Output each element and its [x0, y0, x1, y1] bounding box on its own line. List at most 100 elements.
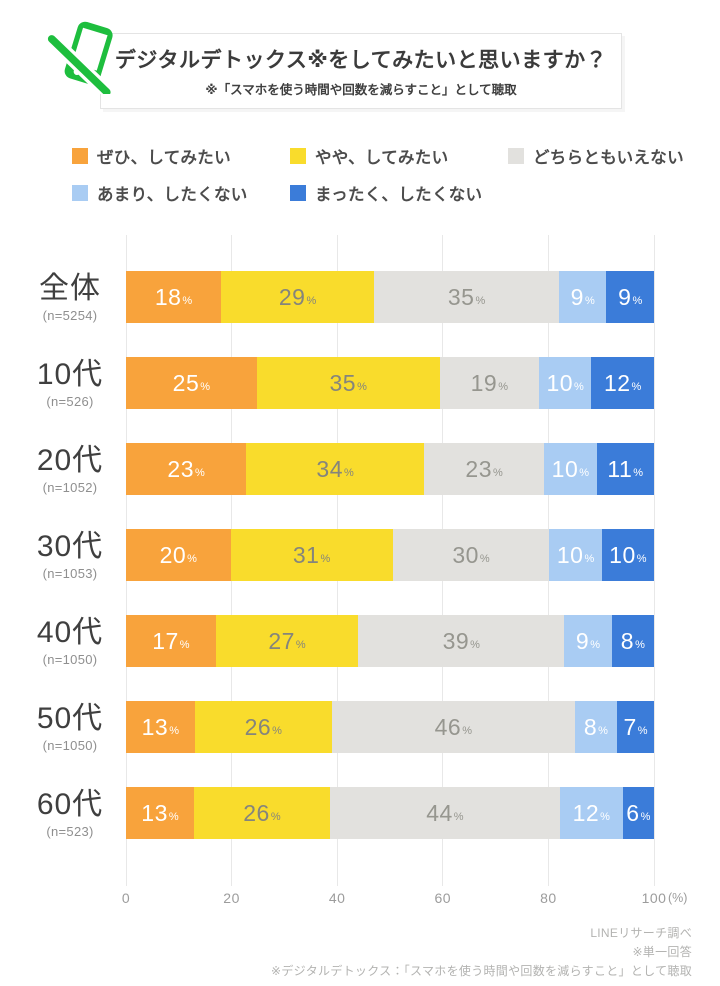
segment-value: 12 — [603, 369, 631, 396]
x-axis-unit: (%) — [668, 891, 688, 905]
sample-size-label: (n=1052) — [42, 479, 98, 495]
bar-segment: 23% — [126, 443, 247, 495]
segment-value: 23 — [167, 455, 195, 482]
source-credit: LINEリサーチ調べ — [590, 926, 692, 940]
footnote-single-answer: ※単一回答 — [632, 945, 692, 959]
stacked-bar: 18% 29% 35% 9% 9% — [126, 271, 654, 323]
bar-segment: 8% — [574, 701, 617, 753]
stacked-bar: 17% 27% 39% 9% 8% — [126, 615, 654, 667]
segment-unit: % — [295, 638, 306, 651]
bar-segment: 11% — [596, 443, 654, 495]
bar-segment: 8% — [611, 615, 654, 667]
segment-value: 26 — [244, 713, 272, 740]
sample-size-label: (n=1050) — [42, 737, 98, 753]
segment-unit: % — [272, 724, 282, 737]
segment-unit: % — [200, 380, 211, 393]
segment-unit: % — [195, 466, 205, 479]
bar-segment: 30% — [392, 529, 550, 581]
stacked-bar: 20% 31% 30% 10% 10% — [126, 529, 654, 581]
bar-segment: 35% — [256, 357, 440, 409]
bar-segment: 18% — [126, 271, 222, 323]
segment-value: 9 — [570, 283, 584, 310]
segment-unit: % — [470, 638, 480, 651]
bar-segment: 35% — [374, 271, 559, 323]
legend-swatch-icon — [290, 148, 306, 164]
header: デジタルデトックス※をしてみたいと思いますか？ ※「スマホを使う時間や回数を減ら… — [0, 0, 720, 118]
segment-unit: % — [475, 294, 486, 307]
legend-swatch-icon — [72, 148, 88, 164]
segment-unit: % — [584, 294, 595, 307]
bar-segment: 12% — [591, 357, 655, 409]
bar-segment: 19% — [439, 357, 539, 409]
segment-unit: % — [635, 638, 645, 651]
chart-row: 30代 (n=1053) 20% 31% 30% 10% 10% — [0, 512, 720, 598]
bar-segment: 23% — [423, 443, 545, 495]
bar-segment: 25% — [126, 357, 257, 409]
segment-unit: % — [187, 552, 197, 565]
page-title: デジタルデトックス※をしてみたいと思いますか？ — [114, 49, 608, 72]
bar-segment: 13% — [126, 701, 195, 753]
segment-value: 34 — [316, 455, 344, 482]
row-label: 10代 (n=526) — [0, 358, 126, 409]
segment-unit: % — [631, 380, 642, 393]
segment-value: 19 — [470, 369, 498, 396]
segment-unit: % — [632, 294, 643, 307]
bar-segment: 26% — [194, 701, 332, 753]
segment-unit: % — [320, 552, 331, 565]
bar-segment: 10% — [601, 529, 654, 581]
row-label: 全体 (n=5254) — [0, 272, 126, 323]
bar-segment: 10% — [544, 443, 597, 495]
segment-value: 39 — [442, 627, 470, 654]
segment-value: 13 — [141, 713, 169, 740]
segment-unit: % — [640, 810, 651, 823]
category-label: 10代 — [36, 357, 104, 391]
segment-value: 29 — [278, 283, 306, 310]
title-box: デジタルデトックス※をしてみたいと思いますか？ ※「スマホを使う時間や回数を減ら… — [100, 33, 622, 109]
segment-unit: % — [169, 724, 179, 737]
segment-value: 26 — [243, 799, 270, 826]
segment-unit: % — [498, 380, 509, 393]
legend-item: まったく、したくない — [290, 181, 508, 205]
segment-value: 6 — [626, 799, 640, 826]
chart-row: 20代 (n=1052) 23% 34% 23% 10% 11% — [0, 426, 720, 512]
legend: ぜひ、してみたい やや、してみたい どちらともいえないあまり、したくない まったく、し… — [72, 144, 684, 205]
bar-segment: 17% — [126, 615, 216, 667]
stacked-bar: 13% 26% 44% 12% 6% — [126, 787, 654, 839]
legend-label: まったく、したくない — [315, 186, 483, 204]
bar-segment: 26% — [193, 787, 330, 839]
bar-segment: 29% — [221, 271, 375, 323]
segment-unit: % — [357, 380, 367, 393]
x-axis: 0 20 40 60 80 100 (%) — [122, 886, 688, 910]
bar-segment: 46% — [331, 701, 575, 753]
chart-row: 60代 (n=523) 13% 26% 44% 12% 6% — [0, 770, 720, 856]
footer: LINEリサーチ調べ ※単一回答 ※デジタルデトックス：「スマホを使う時間や回数… — [0, 924, 720, 981]
row-label: 60代 (n=523) — [0, 788, 126, 839]
row-label: 20代 (n=1052) — [0, 444, 126, 495]
legend-item: やや、してみたい — [290, 144, 508, 168]
legend-swatch-icon — [72, 185, 88, 201]
sample-size-label: (n=523) — [46, 823, 94, 839]
segment-value: 46 — [434, 713, 462, 740]
sample-size-label: (n=1050) — [42, 651, 98, 667]
bar-segment: 34% — [246, 443, 424, 495]
stacked-bar: 13% 26% 46% 8% 7% — [126, 701, 654, 753]
legend-swatch-icon — [290, 185, 306, 201]
x-tick-label: 80 — [540, 890, 557, 906]
legend-label: どちらともいえない — [533, 149, 684, 167]
x-tick-label: 60 — [434, 890, 452, 906]
legend-item: ぜひ、してみたい — [72, 144, 290, 168]
no-smartphone-icon — [42, 18, 122, 102]
row-label: 50代 (n=1050) — [0, 702, 126, 753]
segment-unit: % — [579, 466, 590, 479]
legend-item: どちらともいえない — [508, 144, 684, 168]
segment-value: 25 — [172, 369, 200, 396]
segment-value: 12 — [572, 799, 600, 826]
segment-unit: % — [306, 294, 317, 307]
segment-unit: % — [574, 380, 584, 393]
legend-swatch-icon — [508, 148, 524, 164]
legend-label: あまり、したくない — [97, 186, 248, 204]
segment-value: 11 — [607, 455, 633, 482]
category-label: 50代 — [36, 701, 104, 735]
sample-size-label: (n=1053) — [42, 565, 98, 581]
bar-segment: 10% — [539, 357, 592, 409]
